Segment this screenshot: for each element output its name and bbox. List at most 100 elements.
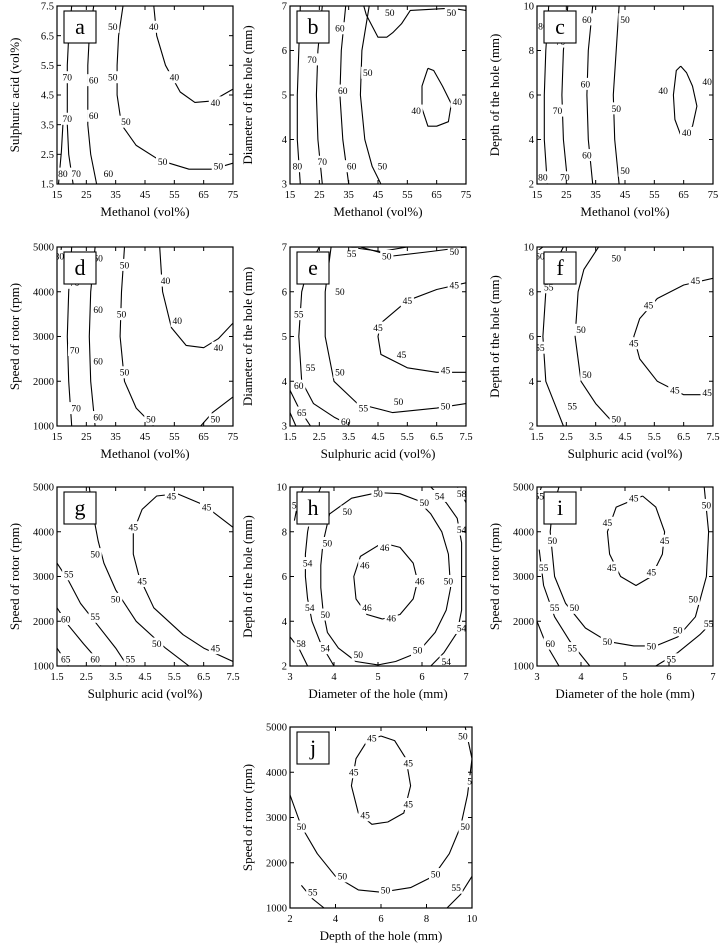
contour-label-bg [455,621,466,634]
x-tick-label: 8 [424,914,429,925]
contour-label-bg [69,402,83,415]
contour-label-bg [345,160,359,173]
contour-label-bg [545,534,559,547]
contour-line-45 [377,282,466,373]
contour-label-bg [292,308,306,321]
contour-label: 65 [61,656,71,666]
contour-label-bg [123,653,137,666]
contour-label-bg [106,20,120,33]
contour-label-bg [449,881,463,894]
x-tick-label: 4 [333,914,339,925]
y-tick-label: 6 [529,91,534,102]
contour-label-bg [106,71,120,84]
contour-label: 60 [90,656,100,666]
contour-label: 46 [362,604,372,614]
contour-label-bg [358,559,372,572]
contour-label: 60 [582,16,592,26]
contour-label-bg [88,610,102,623]
contour-label: 45 [211,645,221,655]
contour-label-bg [537,489,546,502]
contour-label: 60 [93,255,103,265]
x-tick-label: 4.5 [371,432,384,443]
x-tick-label: 75 [228,190,239,201]
x-tick-label: 6.5 [677,432,690,443]
contour-label-bg [114,308,129,321]
contour-label-bg [444,6,458,19]
contour-line-40 [159,247,233,349]
y-tick-label: 2000 [33,617,54,628]
contour-label-bg [609,252,623,265]
contour-label: 50 [120,261,130,271]
contour-label: 50 [441,402,451,412]
contour-label: 70 [560,174,570,184]
y-tick-label: 4000 [33,527,54,538]
contour-label: 70 [63,74,73,84]
contour-label: 40 [658,87,668,97]
contour-label: 50 [335,288,345,298]
contour-label: 50 [570,604,580,614]
contour-label-bg [117,258,132,271]
contour-label: 45 [629,340,639,350]
y-tick-label: 4000 [513,527,534,538]
contour-label: 55 [704,620,714,630]
contour-label-bg [150,637,164,650]
contour-label-bg [87,74,101,87]
contour-label: 55 [550,604,560,614]
contour-labels: 60 55 55 55 50 50 50 50 45 45 45 45 45 [535,249,713,426]
contour-label: 50 [320,611,330,621]
contour-label: 45 [403,297,413,307]
contour-line-40 [421,67,452,127]
contour-label: 50 [121,118,131,128]
contour-label-bg [119,115,133,128]
contour-label-bg [580,13,594,26]
x-tick-label: 35 [110,432,121,443]
contour-label-bg [375,160,389,173]
contour-label: 50 [108,23,118,33]
x-tick-label: 3.5 [109,672,122,683]
contour-label-bg [60,71,74,84]
contour-label-bg [600,516,614,529]
contour-label: 55 [535,344,545,354]
contour-label: 60 [581,80,591,90]
y-tick-label: 1000 [33,422,54,433]
contour-label-bg [680,126,694,139]
contour-label: 45 [129,524,139,534]
contour-label: 80 [538,174,548,184]
contour-label: 80 [55,252,65,262]
panel-letter-box [63,251,97,285]
contour-label-bg [456,730,470,743]
contour-label: 50 [117,311,127,321]
contour-line-54 [430,487,463,666]
y-tick-label: 4000 [266,768,287,779]
contour-label-bg [413,574,427,587]
x-tick-label: 45 [140,432,151,443]
contour-label: 55 [90,613,100,623]
contour-line-50 [116,6,233,170]
x-tick-label: 45 [140,190,151,201]
x-axis-label: Sulphuric acid (vol%) [568,446,683,461]
contour-label: 60 [535,252,545,262]
x-axis-label: Diameter of the hole (mm) [555,686,694,701]
contour-label: 50 [419,499,429,509]
contour-label-bg [618,13,632,26]
contour-labels: 80 70 70 60 60 60 50 50 50 50 40 40 [290,6,464,173]
contour-line-45 [132,493,233,663]
x-tick-label: 4.5 [618,432,631,443]
x-tick-label: 4 [331,672,337,683]
contour-label-bg [627,337,641,350]
x-tick-label: 25 [314,190,325,201]
contour-label-bg [580,368,594,381]
contour-label: 50 [385,9,395,19]
contour-label-bg [465,775,472,788]
contour-line-65 [290,412,297,426]
contour-label: 50 [458,732,468,742]
contour-label: 40 [452,98,462,108]
x-tick-label: 1.5 [530,432,543,443]
x-tick-label: 15 [52,432,63,443]
x-tick-label: 45 [373,190,384,201]
contour-label-bg [208,413,222,426]
x-tick-label: 55 [649,190,660,201]
y-tick-label: 4 [282,377,288,388]
contour-label-bg [340,505,354,518]
contour-label: 50 [338,873,348,883]
